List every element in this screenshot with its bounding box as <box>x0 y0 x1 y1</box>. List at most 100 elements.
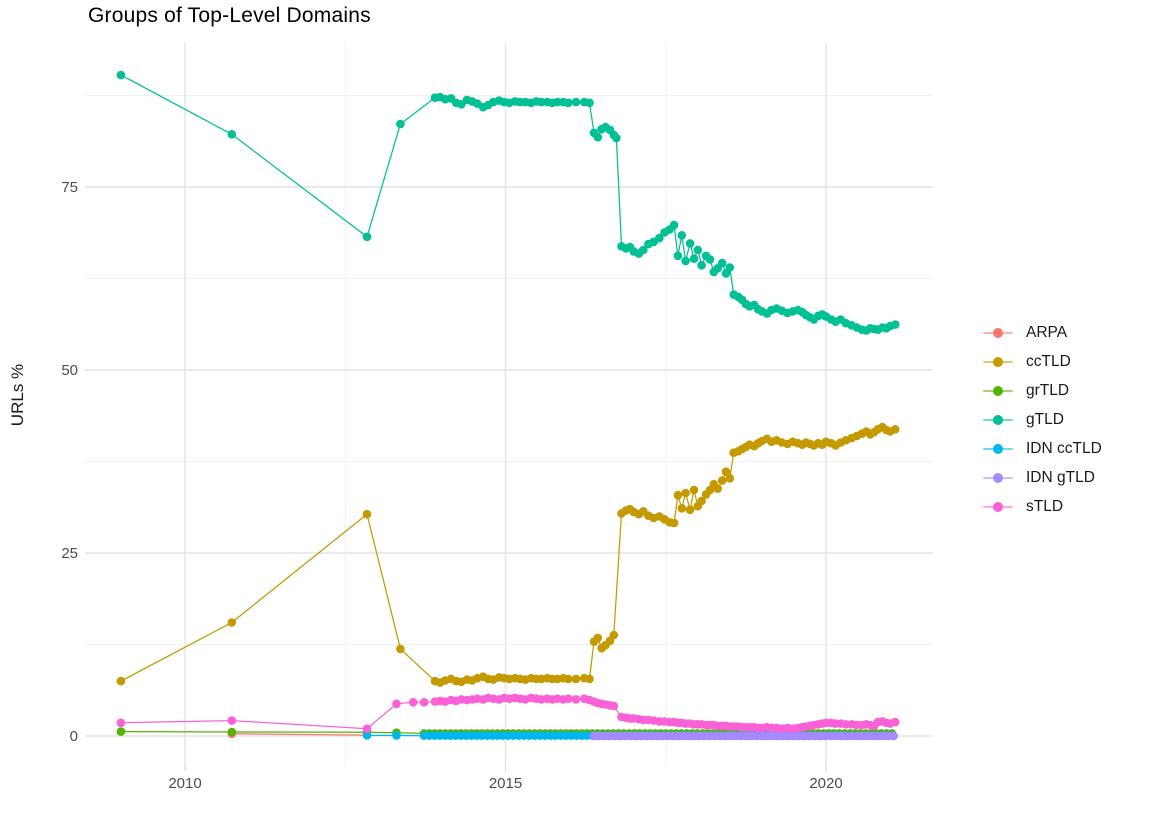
legend-item-cctld: ccTLD <box>983 347 1102 376</box>
data-point <box>116 70 126 80</box>
data-point <box>392 699 401 709</box>
data-point <box>609 701 619 711</box>
data-point <box>593 633 603 643</box>
legend-label: IDN ccTLD <box>1026 439 1102 457</box>
legend-key-icon <box>983 501 1013 513</box>
y-tick-label: 50 <box>61 362 78 379</box>
data-point <box>673 490 683 500</box>
data-point <box>116 727 126 736</box>
legend-item-idn-cctld: IDN ccTLD <box>983 434 1102 463</box>
series-line <box>231 733 368 736</box>
data-point <box>362 509 372 519</box>
legend-item-arpa: ARPA <box>983 318 1102 347</box>
legend-item-idn-gtld: IDN gTLD <box>983 463 1102 492</box>
data-point <box>227 618 237 627</box>
data-point <box>693 245 703 255</box>
data-point <box>116 676 126 686</box>
data-point <box>685 505 695 515</box>
series-arpa <box>227 729 372 740</box>
data-point <box>717 476 727 485</box>
legend-label: IDN gTLD <box>1026 468 1095 486</box>
data-point <box>717 258 727 268</box>
legend-key-icon <box>983 327 1013 339</box>
legend-label: grTLD <box>1026 381 1070 399</box>
chart-title: Groups of Top-Level Domains <box>88 4 371 27</box>
data-point <box>571 674 581 684</box>
x-tick-label: 2010 <box>168 775 201 792</box>
data-point <box>655 233 664 243</box>
data-point <box>721 467 731 477</box>
legend-key-icon <box>983 414 1013 426</box>
legend-label: gTLD <box>1026 410 1064 428</box>
data-point <box>673 251 683 261</box>
data-point <box>689 485 699 495</box>
gridlines-major <box>85 43 933 765</box>
data-point <box>689 254 699 263</box>
data-point <box>419 698 429 707</box>
series-line <box>120 74 896 332</box>
x-tick-label: 2015 <box>489 775 522 792</box>
data-point <box>362 724 372 733</box>
legend-item-grtld: grTLD <box>983 376 1102 405</box>
legend: ARPA ccTLD grTLD gTLD IDN ccTLD IDN gTLD sTLD <box>983 318 1102 521</box>
legend-label: ARPA <box>1026 323 1068 341</box>
series-cctld <box>116 422 900 687</box>
data-point <box>593 132 603 142</box>
data-point <box>890 717 900 727</box>
data-point <box>571 695 581 704</box>
y-tick-label: 25 <box>61 545 78 562</box>
legend-dot-icon <box>993 443 1003 454</box>
data-point <box>725 263 735 272</box>
data-point <box>697 261 706 270</box>
data-point <box>890 320 900 329</box>
data-point <box>669 220 679 230</box>
legend-dot-icon <box>993 356 1003 367</box>
x-tick-label: 2020 <box>809 775 842 792</box>
legend-label: sTLD <box>1026 497 1064 515</box>
data-point <box>681 488 690 498</box>
series-gtld <box>116 70 900 335</box>
axis-ticks <box>184 765 827 771</box>
data-point <box>585 98 594 108</box>
data-point <box>669 518 679 528</box>
data-point <box>396 644 405 654</box>
data-point <box>681 256 690 266</box>
data-point <box>697 496 706 506</box>
data-point <box>408 698 418 707</box>
legend-label: ccTLD <box>1026 352 1071 370</box>
data-point <box>725 474 735 483</box>
legend-dot-icon <box>993 385 1003 396</box>
legend-dot-icon <box>993 472 1003 483</box>
data-point <box>639 245 648 255</box>
data-point <box>705 255 715 264</box>
y-tick-labels: 0 25 50 75 <box>61 179 78 745</box>
data-point <box>685 239 695 248</box>
legend-item-stld: sTLD <box>983 492 1102 521</box>
legend-key-icon <box>983 472 1013 484</box>
data-point <box>609 630 619 640</box>
legend-key-icon <box>983 443 1013 455</box>
data-point <box>564 674 573 684</box>
data-point <box>362 232 372 242</box>
data-point <box>564 98 573 108</box>
data-point <box>396 119 405 129</box>
legend-key-icon <box>983 356 1013 368</box>
data-point <box>889 731 898 741</box>
series-idn-gtld <box>589 731 898 741</box>
data-point <box>585 674 594 684</box>
data-point <box>677 231 687 240</box>
data-point <box>227 716 237 725</box>
x-tick-labels: 2010 2015 2020 <box>168 775 842 792</box>
data-point <box>564 694 573 703</box>
legend-dot-icon <box>993 414 1003 425</box>
data-point <box>612 133 621 143</box>
y-tick-label: 75 <box>61 179 78 196</box>
data-point <box>713 484 722 493</box>
series-stld <box>116 693 900 733</box>
legend-item-gtld: gTLD <box>983 405 1102 434</box>
data-series <box>116 70 900 741</box>
data-point <box>227 130 237 139</box>
gridlines-minor <box>85 43 933 765</box>
